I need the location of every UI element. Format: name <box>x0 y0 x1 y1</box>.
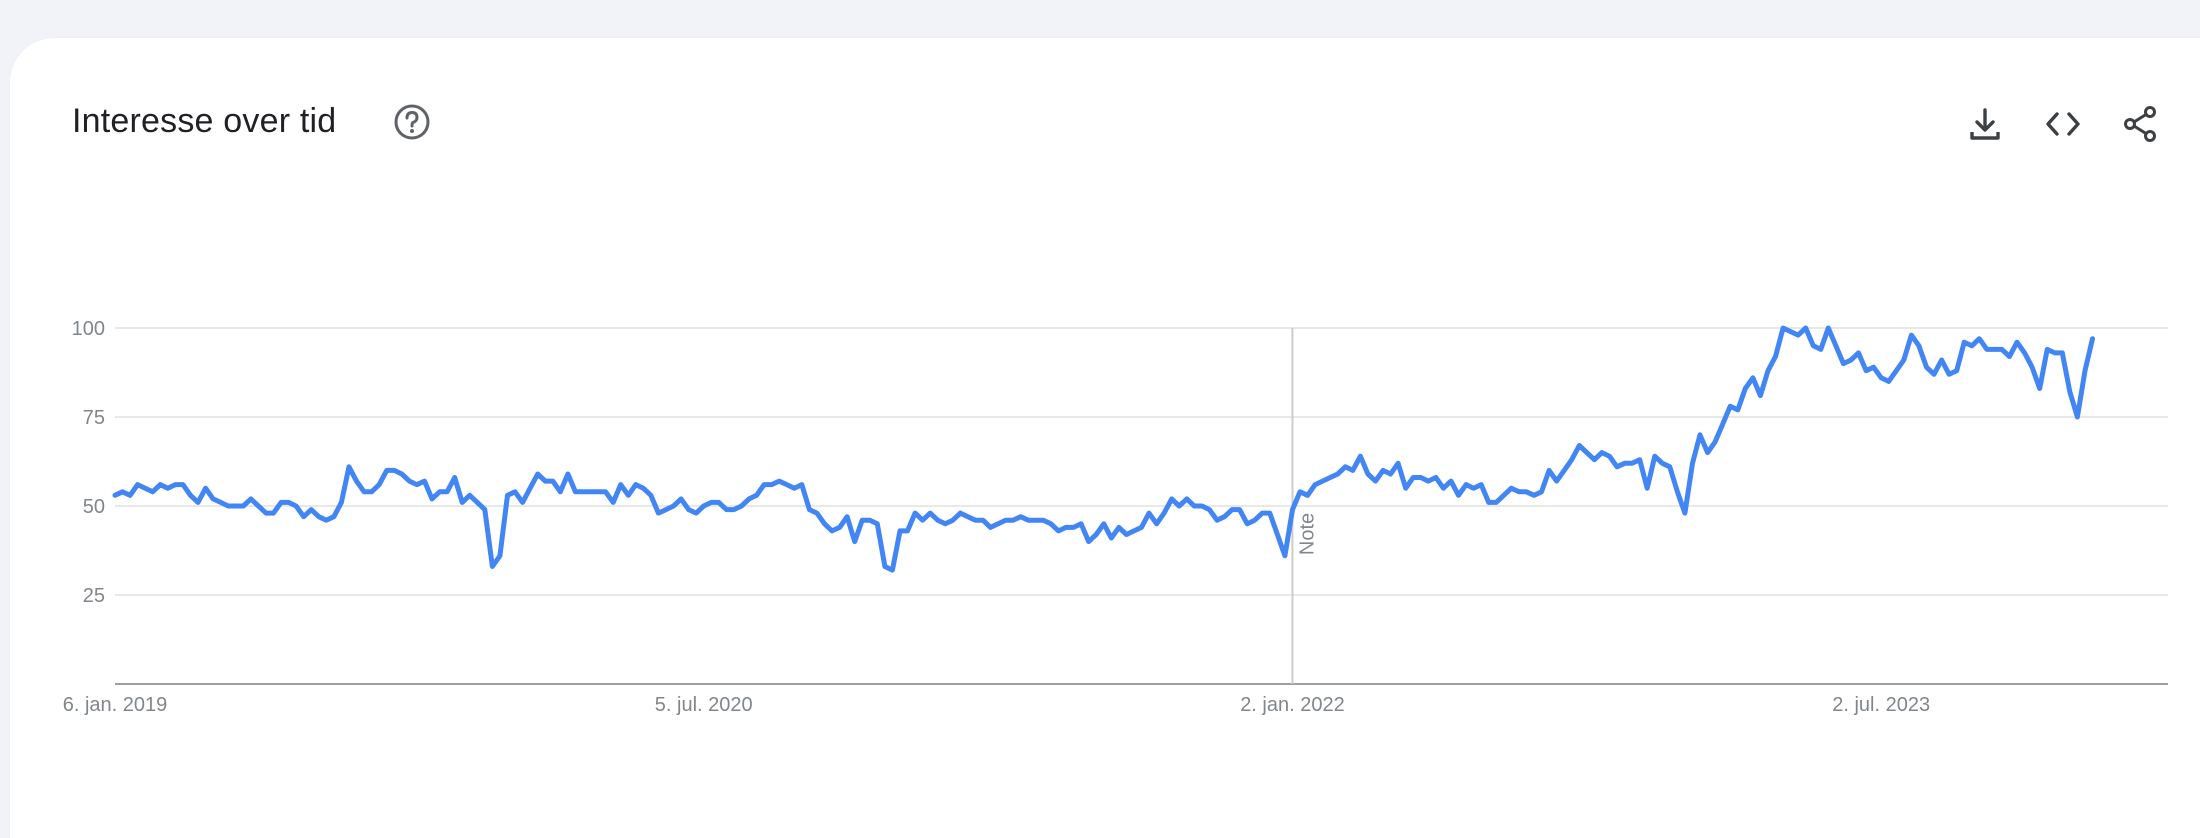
x-tick-label: 6. jan. 2019 <box>63 694 168 716</box>
interest-over-time-card <box>10 38 2200 838</box>
y-tick-labels: 25 50 75 100 <box>72 318 105 607</box>
x-tick-label: 2. jul. 2023 <box>1832 694 1930 716</box>
y-tick-label: 75 <box>83 407 105 429</box>
x-tick-labels: 6. jan. 2019 5. jul. 2020 2. jan. 2022 2. j… <box>63 694 1930 716</box>
embed-code-icon[interactable] <box>2041 102 2085 146</box>
grid-layer <box>115 327 2168 685</box>
card-title: Interesse over tid <box>72 102 337 140</box>
download-icon[interactable] <box>1963 102 2007 146</box>
y-tick-label: 50 <box>83 496 105 518</box>
x-tick-label: 2. jan. 2022 <box>1240 694 1345 716</box>
series-line-0 <box>112 325 2095 573</box>
interest-line-chart: Note 25 50 75 100 6. jan. 2019 5. jul. 2020 2… <box>63 318 2168 716</box>
y-tick-label: 100 <box>72 318 105 340</box>
note-label[interactable]: Note <box>1296 513 1318 555</box>
card-toolbar <box>0 102 2200 146</box>
line-layer <box>112 325 2095 573</box>
y-tick-label: 25 <box>83 585 105 607</box>
x-tick-label: 5. jul. 2020 <box>655 694 753 716</box>
share-icon[interactable] <box>2118 102 2162 146</box>
help-circle-icon[interactable] <box>392 102 432 142</box>
